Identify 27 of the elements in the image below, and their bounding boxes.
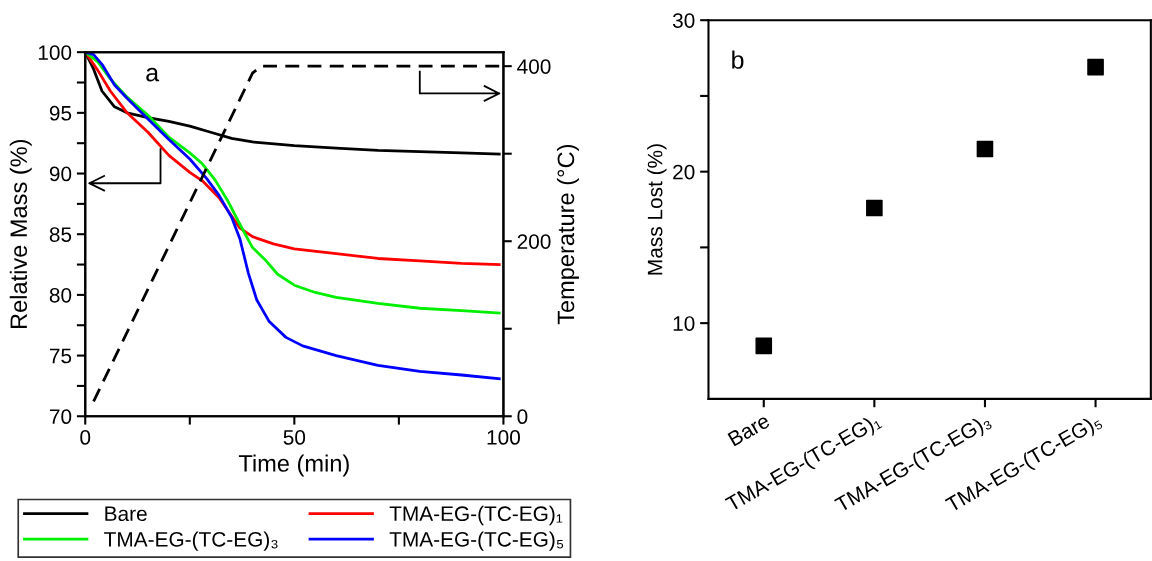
x-axis-title: Time (min) (238, 454, 349, 477)
text: b (732, 50, 744, 69)
y-tick-label: 75 (49, 348, 72, 364)
y2-tick-label: 400 (517, 59, 551, 74)
point (1087, 58, 1104, 76)
x-tick-label: 0 (80, 430, 91, 445)
y2-axis-title: Temperature (°C) (556, 145, 579, 325)
y-axis-title: Mass Lost (%) (647, 144, 667, 275)
legend-label: TMA-EG-(TC-EG)₅ (389, 531, 564, 551)
y-tick-label: 30 (672, 13, 695, 28)
point (755, 337, 773, 355)
y-tick-label: 95 (49, 105, 72, 121)
point (976, 140, 994, 158)
point (866, 199, 883, 217)
y-tick-label: 85 (49, 227, 72, 242)
legend-label: TMA-EG-(TC-EG)₃ (104, 531, 278, 551)
y-tick-label: 10 (673, 316, 695, 331)
y-tick-label: 90 (49, 166, 72, 182)
x-tick-label: 50 (283, 430, 306, 445)
y-tick-label: 100 (38, 45, 72, 60)
y2-tick-label: 200 (517, 234, 551, 249)
x-tick-label: 100 (487, 430, 520, 445)
chart-title: a (146, 67, 160, 82)
y-tick-label: 80 (49, 287, 72, 303)
y-axis-title: Relative Mass (%) (9, 139, 32, 329)
y-tick-label: 20 (673, 164, 695, 180)
y-tick-label: 70 (49, 409, 72, 425)
